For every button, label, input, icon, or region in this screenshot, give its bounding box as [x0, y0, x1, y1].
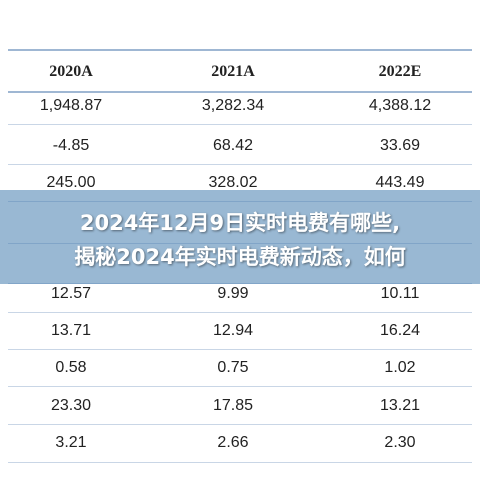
row-divider — [8, 462, 472, 463]
table-cell: 17.85 — [212, 397, 254, 414]
table-cell: 443.49 — [375, 174, 425, 191]
row-divider — [8, 424, 472, 425]
table-cell: 3.21 — [55, 434, 87, 451]
table-cell: 4,388.12 — [368, 97, 432, 114]
column-header-2021a: 2021A — [211, 63, 255, 80]
table-cell: -4.85 — [52, 137, 90, 154]
row-divider — [8, 312, 472, 313]
table-cell: 9.99 — [217, 285, 249, 302]
title-banner: 2024年12月9日实时电费有哪些, 揭秘2024年实时电费新动态，如何 — [0, 190, 480, 284]
row-divider — [8, 164, 472, 165]
banner-title-line-2: 揭秘2024年实时电费新动态，如何 — [74, 245, 406, 269]
banner-title-line-1: 2024年12月9日实时电费有哪些, — [79, 211, 401, 235]
table-cell: 1.02 — [384, 359, 416, 376]
row-divider — [8, 386, 472, 387]
table-cell: 68.42 — [212, 137, 254, 154]
row-divider — [8, 124, 472, 125]
column-header-2022e: 2022E — [378, 63, 422, 80]
table-cell: 12.57 — [50, 285, 92, 302]
table-cell: 328.02 — [208, 174, 258, 191]
table-cell: 13.71 — [50, 322, 92, 339]
table-cell: 16.24 — [379, 322, 421, 339]
header-rule — [8, 91, 472, 93]
table-cell: 0.75 — [217, 359, 249, 376]
table-cell: 10.11 — [380, 285, 420, 302]
table-cell: 33.69 — [379, 137, 421, 154]
table-cell: 1,948.87 — [39, 97, 103, 114]
row-divider — [8, 349, 472, 350]
table-cell: 13.21 — [379, 397, 421, 414]
table-cell: 12.94 — [212, 322, 254, 339]
table-top-rule — [8, 49, 472, 51]
table-cell: 0.58 — [55, 359, 87, 376]
table-cell: 2.66 — [217, 434, 249, 451]
column-header-2020a: 2020A — [49, 63, 93, 80]
table-cell: 23.30 — [50, 397, 92, 414]
table-cell: 245.00 — [46, 174, 96, 191]
table-cell: 2.30 — [384, 434, 416, 451]
table-cell: 3,282.34 — [201, 97, 265, 114]
